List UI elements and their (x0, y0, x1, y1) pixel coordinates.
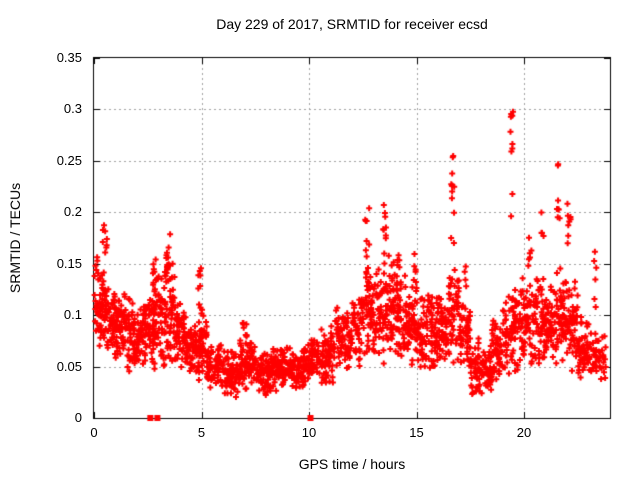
chart-title: Day 229 of 2017, SRMTID for receiver ecs… (216, 16, 488, 32)
x-tick-label: 5 (197, 425, 206, 440)
x-axis-label: GPS time / hours (298, 456, 406, 472)
y-tick-label: 0.1 (63, 307, 82, 323)
x-tick-label: 10 (301, 425, 317, 440)
y-tick-label: 0.2 (63, 204, 82, 220)
y-tick-label: 0 (74, 410, 82, 425)
x-tick-label: 15 (409, 425, 424, 440)
x-tick-label: 20 (516, 425, 532, 440)
y-tick-label: 0.35 (56, 50, 82, 65)
y-tick-label: 0.3 (63, 101, 82, 117)
y-tick-label: 0.05 (56, 358, 82, 374)
y-tick-label: 0.15 (56, 255, 82, 271)
y-tick-label: 0.25 (56, 152, 82, 168)
y-axis-label: SRMTID / TECUs (7, 182, 23, 294)
x-tick-label: 0 (90, 425, 98, 440)
